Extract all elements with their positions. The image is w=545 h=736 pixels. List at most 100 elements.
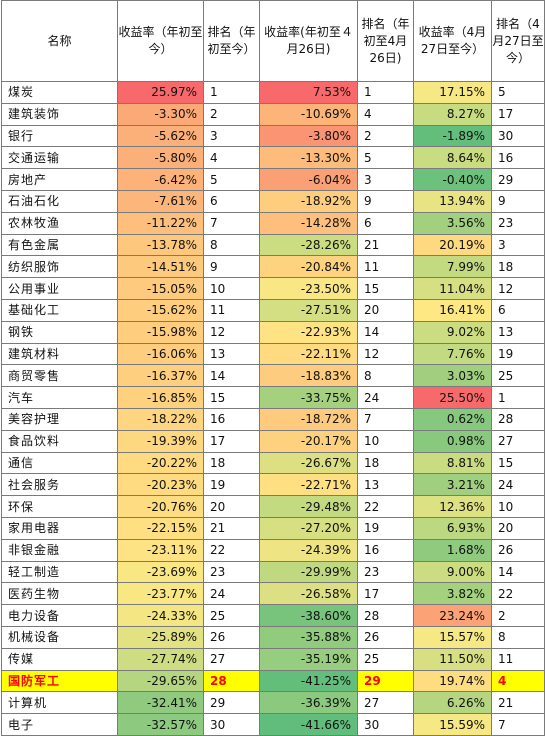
rank-since-apr27-cell: 17 bbox=[491, 102, 545, 126]
rank-ytd-cell: 18 bbox=[203, 451, 260, 475]
rank-ytd-cell: 12 bbox=[203, 320, 260, 344]
return-since-apr27-cell: 13.94% bbox=[413, 189, 492, 213]
table-row: 建筑材料 -16.06% 13 -22.11% 12 7.76% 19 bbox=[1, 342, 545, 366]
return-since-apr27-cell: 3.21% bbox=[413, 473, 492, 497]
rank-ytd-cell: 29 bbox=[203, 691, 260, 715]
rank-since-apr27-cell: 15 bbox=[491, 451, 545, 475]
rank-ytd-cell: 26 bbox=[203, 625, 260, 649]
rank-since-apr27-cell: 24 bbox=[491, 473, 545, 497]
sector-name-cell: 美容护理 bbox=[1, 407, 118, 431]
rank-to-apr26-cell: 10 bbox=[357, 429, 414, 453]
rank-ytd-cell: 9 bbox=[203, 255, 260, 279]
header-rank-to-apr26: 排名（年初至4月26日) bbox=[357, 0, 414, 82]
rank-since-apr27-cell: 22 bbox=[491, 582, 545, 606]
sector-name-cell: 煤炭 bbox=[1, 81, 118, 104]
header-row: 名称 收益率（年初至今） 排名（年初至今） 收益率(年初至４月26日) 排名（年… bbox=[1, 0, 545, 82]
rank-to-apr26-cell: 18 bbox=[357, 451, 414, 475]
sector-name-cell: 社会服务 bbox=[1, 473, 118, 497]
rank-to-apr26-cell: 22 bbox=[357, 495, 414, 518]
table-row: 医药生物 -23.77% 24 -26.58% 17 3.82% 22 bbox=[1, 582, 545, 606]
return-since-apr27-cell: 8.64% bbox=[413, 146, 492, 170]
sector-name-cell: 机械设备 bbox=[1, 625, 118, 649]
rank-ytd-cell: 8 bbox=[203, 233, 260, 257]
return-since-apr27-cell: 12.36% bbox=[413, 495, 492, 518]
return-to-apr26-cell: -29.99% bbox=[259, 560, 358, 584]
header-return-ytd: 收益率（年初至今） bbox=[117, 0, 204, 82]
return-to-apr26-cell: -22.11% bbox=[259, 342, 358, 366]
rank-to-apr26-cell: 26 bbox=[357, 625, 414, 649]
rank-to-apr26-cell: 16 bbox=[357, 538, 414, 562]
table-row: 银行 -5.62% 3 -3.80% 2 -1.89% 30 bbox=[1, 124, 545, 148]
table-row: 农林牧渔 -11.22% 7 -14.28% 6 3.56% 23 bbox=[1, 211, 545, 235]
rank-to-apr26-cell: 29 bbox=[357, 669, 414, 693]
rank-ytd-cell: 2 bbox=[203, 102, 260, 126]
return-since-apr27-cell: 0.62% bbox=[413, 407, 492, 431]
return-to-apr26-cell: -29.48% bbox=[259, 495, 358, 518]
table-body: 煤炭 25.97% 1 7.53% 1 17.15% 5 建筑装饰 -3.30% 2 -10.69%… bbox=[1, 81, 545, 736]
rank-to-apr26-cell: 2 bbox=[357, 124, 414, 148]
return-since-apr27-cell: -1.89% bbox=[413, 124, 492, 148]
return-ytd-cell: -23.77% bbox=[117, 582, 204, 606]
return-since-apr27-cell: 7.99% bbox=[413, 255, 492, 279]
table-row: 食品饮料 -19.39% 17 -20.17% 10 0.98% 27 bbox=[1, 429, 545, 453]
rank-to-apr26-cell: 4 bbox=[357, 102, 414, 126]
return-ytd-cell: -6.42% bbox=[117, 168, 204, 191]
return-since-apr27-cell: 8.81% bbox=[413, 451, 492, 475]
header-rank-since-apr27: 排名（4月27日至今） bbox=[491, 0, 545, 82]
rank-since-apr27-cell: 28 bbox=[491, 407, 545, 431]
header-return-to-apr26: 收益率(年初至４月26日) bbox=[259, 0, 358, 82]
rank-since-apr27-cell: 5 bbox=[491, 81, 545, 104]
sector-name-cell: 石油石化 bbox=[1, 189, 118, 213]
table-row: 钢铁 -15.98% 12 -22.93% 14 9.02% 13 bbox=[1, 320, 545, 344]
return-since-apr27-cell: 20.19% bbox=[413, 233, 492, 257]
sector-name-cell: 汽车 bbox=[1, 386, 118, 409]
sector-name-cell: 纺织服饰 bbox=[1, 255, 118, 279]
return-since-apr27-cell: 6.26% bbox=[413, 691, 492, 715]
rank-ytd-cell: 3 bbox=[203, 124, 260, 148]
rank-ytd-cell: 4 bbox=[203, 146, 260, 170]
rank-to-apr26-cell: 3 bbox=[357, 168, 414, 191]
rank-to-apr26-cell: 6 bbox=[357, 211, 414, 235]
rank-since-apr27-cell: 16 bbox=[491, 146, 545, 170]
rank-to-apr26-cell: 8 bbox=[357, 364, 414, 388]
return-ytd-cell: -13.78% bbox=[117, 233, 204, 257]
rank-ytd-cell: 1 bbox=[203, 81, 260, 104]
rank-to-apr26-cell: 17 bbox=[357, 582, 414, 606]
rank-to-apr26-cell: 1 bbox=[357, 81, 414, 104]
header-return-since-apr27: 收益率（4月27日至今） bbox=[413, 0, 492, 82]
sector-name-cell: 公用事业 bbox=[1, 277, 118, 300]
rank-to-apr26-cell: 24 bbox=[357, 386, 414, 409]
return-since-apr27-cell: 19.74% bbox=[413, 669, 492, 693]
table-row: 轻工制造 -23.69% 23 -29.99% 23 9.00% 14 bbox=[1, 560, 545, 584]
return-ytd-cell: -16.06% bbox=[117, 342, 204, 366]
sector-name-cell: 国防军工 bbox=[1, 669, 118, 693]
rank-since-apr27-cell: 1 bbox=[491, 386, 545, 409]
rank-ytd-cell: 19 bbox=[203, 473, 260, 497]
rank-since-apr27-cell: 20 bbox=[491, 516, 545, 540]
rank-ytd-cell: 17 bbox=[203, 429, 260, 453]
return-ytd-cell: -27.74% bbox=[117, 647, 204, 671]
return-to-apr26-cell: -38.60% bbox=[259, 604, 358, 627]
table-row: 交通运输 -5.80% 4 -13.30% 5 8.64% 16 bbox=[1, 146, 545, 170]
return-ytd-cell: -24.33% bbox=[117, 604, 204, 627]
rank-since-apr27-cell: 4 bbox=[491, 669, 545, 693]
rank-ytd-cell: 5 bbox=[203, 168, 260, 191]
rank-ytd-cell: 15 bbox=[203, 386, 260, 409]
table-row: 社会服务 -20.23% 19 -22.71% 13 3.21% 24 bbox=[1, 473, 545, 497]
return-to-apr26-cell: -28.26% bbox=[259, 233, 358, 257]
table-row: 石油石化 -7.61% 6 -18.92% 9 13.94% 9 bbox=[1, 189, 545, 213]
table-row: 美容护理 -18.22% 16 -18.72% 7 0.62% 28 bbox=[1, 407, 545, 431]
return-ytd-cell: -23.69% bbox=[117, 560, 204, 584]
return-ytd-cell: -14.51% bbox=[117, 255, 204, 279]
return-since-apr27-cell: 15.57% bbox=[413, 625, 492, 649]
rank-to-apr26-cell: 14 bbox=[357, 320, 414, 344]
return-ytd-cell: -29.65% bbox=[117, 669, 204, 693]
return-ytd-cell: -16.85% bbox=[117, 386, 204, 409]
return-ytd-cell: -15.62% bbox=[117, 298, 204, 322]
return-ytd-cell: -16.37% bbox=[117, 364, 204, 388]
return-to-apr26-cell: -14.28% bbox=[259, 211, 358, 235]
rank-to-apr26-cell: 9 bbox=[357, 189, 414, 213]
return-to-apr26-cell: -13.30% bbox=[259, 146, 358, 170]
return-ytd-cell: -23.11% bbox=[117, 538, 204, 562]
table-row: 通信 -20.22% 18 -26.67% 18 8.81% 15 bbox=[1, 451, 545, 475]
